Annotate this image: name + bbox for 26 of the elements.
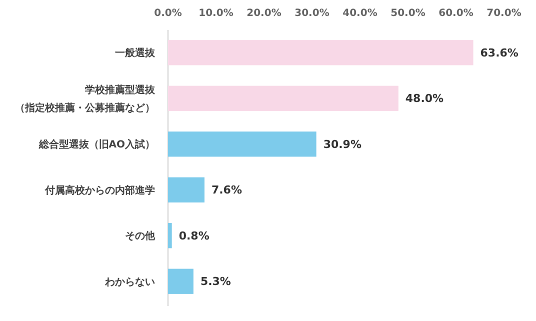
bar [168,86,398,111]
y-tick-label: わからない [104,276,155,288]
bar [168,132,316,157]
y-tick-label: 学校推薦型選抜（指定校推薦・公募推薦など） [15,84,156,114]
data-label: 63.6% [480,46,518,60]
data-label: 30.9% [323,138,362,151]
x-tick-label: 30.0% [294,8,330,19]
y-tick-label: その他 [125,230,156,242]
x-tick-label: 70.0% [486,8,522,19]
bar [168,40,474,66]
data-label: 5.3% [200,275,231,288]
y-tick-label: 一般選抜 [115,47,156,60]
x-tick-label: 10.0% [198,8,234,19]
x-tick-label: 0.0% [154,8,182,19]
x-tick-label: 60.0% [438,8,474,19]
bar [168,177,204,202]
y-tick-label: 付属高校からの内部進学 [44,184,155,196]
bar [168,268,194,294]
data-label: 0.8% [178,229,210,242]
data-label: 48.0% [405,92,444,106]
x-tick-label: 50.0% [390,8,426,19]
x-tick-label: 40.0% [342,8,378,19]
y-tick-label: 総合型選抜（旧AO入試） [38,138,155,151]
x-tick-label: 20.0% [246,8,282,19]
data-label: 7.6% [211,184,242,197]
bar [168,223,172,248]
